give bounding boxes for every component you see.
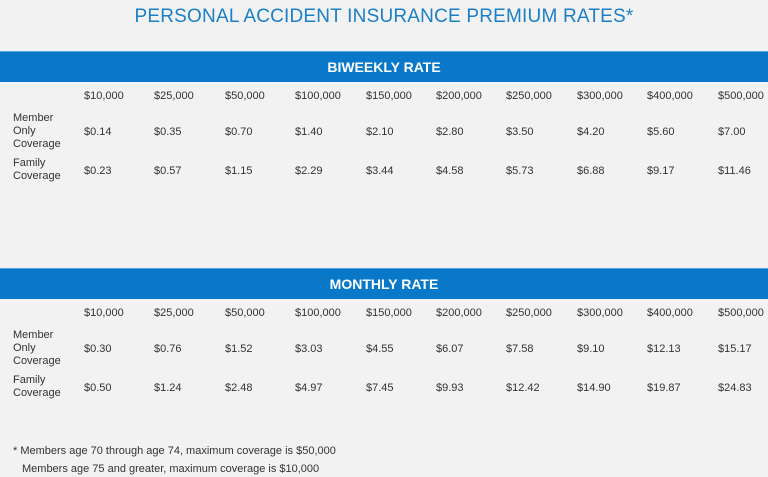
biweekly-rate-table: $10,000 $25,000 $50,000 $100,000 $150,000 $20…	[0, 88, 768, 191]
coverage-amount-cell: $100,000	[295, 307, 341, 319]
family-coverage-label: Family Coverage	[13, 374, 61, 399]
family-rate-cell: $2.48	[225, 382, 253, 394]
member-only-label: Member Only Coverage	[13, 112, 61, 150]
family-rate-cell: $0.50	[84, 382, 112, 394]
family-rate-cell: $6.88	[577, 165, 605, 177]
member-rate-cell: $3.03	[295, 343, 323, 355]
family-rate-cell: $7.45	[366, 382, 394, 394]
coverage-amount-header-row: $10,000 $25,000 $50,000 $100,000 $150,000 $20…	[0, 305, 768, 325]
family-rate-cell: $3.44	[366, 165, 394, 177]
family-rate-cell: $2.29	[295, 165, 323, 177]
family-rate-cell: $4.97	[295, 382, 323, 394]
member-only-row: Member Only Coverage $0.14 $0.35 $0.70 $1.4…	[0, 112, 768, 154]
coverage-amount-cell: $500,000	[718, 90, 764, 102]
member-rate-cell: $0.70	[225, 126, 253, 138]
family-coverage-row: Family Coverage $0.23 $0.57 $1.15 $2.29 $3.4…	[0, 157, 768, 191]
member-rate-cell: $7.58	[506, 343, 534, 355]
member-rate-cell: $0.76	[154, 343, 182, 355]
family-rate-cell: $0.57	[154, 165, 182, 177]
coverage-amount-cell: $150,000	[366, 90, 412, 102]
member-rate-cell: $2.80	[436, 126, 464, 138]
biweekly-rate-heading: BIWEEKLY RATE	[0, 51, 768, 82]
page-title: PERSONAL ACCIDENT INSURANCE PREMIUM RATE…	[134, 6, 634, 27]
family-coverage-label: Family Coverage	[13, 157, 61, 182]
member-rate-cell: $0.14	[84, 126, 112, 138]
family-rate-cell: $9.93	[436, 382, 464, 394]
coverage-amount-header-row: $10,000 $25,000 $50,000 $100,000 $150,000 $20…	[0, 88, 768, 108]
coverage-amount-cell: $250,000	[506, 90, 552, 102]
coverage-amount-cell: $10,000	[84, 307, 124, 319]
monthly-rate-heading: MONTHLY RATE	[0, 268, 768, 299]
member-rate-cell: $9.10	[577, 343, 605, 355]
coverage-amount-cell: $25,000	[154, 90, 194, 102]
coverage-amount-cell: $150,000	[366, 307, 412, 319]
member-rate-cell: $12.13	[647, 343, 681, 355]
family-rate-cell: $24.83	[718, 382, 752, 394]
family-rate-cell: $5.73	[506, 165, 534, 177]
member-only-row: Member Only Coverage $0.30 $0.76 $1.52 $3.0…	[0, 329, 768, 371]
footnote-age-70-74: * Members age 70 through age 74, maximum…	[13, 445, 336, 457]
coverage-amount-cell: $100,000	[295, 90, 341, 102]
member-rate-cell: $2.10	[366, 126, 394, 138]
coverage-amount-cell: $50,000	[225, 90, 265, 102]
coverage-amount-cell: $400,000	[647, 90, 693, 102]
member-rate-cell: $15.17	[718, 343, 752, 355]
family-rate-cell: $14.90	[577, 382, 611, 394]
coverage-amount-cell: $250,000	[506, 307, 552, 319]
family-rate-cell: $11.46	[718, 165, 751, 177]
member-rate-cell: $5.60	[647, 126, 675, 138]
coverage-amount-cell: $50,000	[225, 307, 265, 319]
family-rate-cell: $12.42	[506, 382, 540, 394]
footnote-age-75-plus: Members age 75 and greater, maximum cove…	[22, 463, 320, 475]
coverage-amount-cell: $200,000	[436, 307, 482, 319]
member-rate-cell: $3.50	[506, 126, 534, 138]
member-rate-cell: $4.55	[366, 343, 394, 355]
coverage-amount-cell: $25,000	[154, 307, 194, 319]
member-rate-cell: $4.20	[577, 126, 605, 138]
family-rate-cell: $1.24	[154, 382, 182, 394]
coverage-amount-cell: $400,000	[647, 307, 693, 319]
coverage-amount-cell: $300,000	[577, 90, 623, 102]
coverage-amount-cell: $10,000	[84, 90, 124, 102]
member-rate-cell: $0.30	[84, 343, 112, 355]
member-rate-cell: $1.40	[295, 126, 323, 138]
family-rate-cell: $9.17	[647, 165, 675, 177]
coverage-amount-cell: $500,000	[718, 307, 764, 319]
member-rate-cell: $1.52	[225, 343, 253, 355]
family-rate-cell: $4.58	[436, 165, 464, 177]
family-coverage-row: Family Coverage $0.50 $1.24 $2.48 $4.97 $7.4…	[0, 374, 768, 408]
member-rate-cell: $0.35	[154, 126, 182, 138]
coverage-amount-cell: $200,000	[436, 90, 482, 102]
family-rate-cell: $19.87	[647, 382, 681, 394]
coverage-amount-cell: $300,000	[577, 307, 623, 319]
member-rate-cell: $6.07	[436, 343, 464, 355]
family-rate-cell: $0.23	[84, 165, 112, 177]
monthly-rate-table: $10,000 $25,000 $50,000 $100,000 $150,000 $20…	[0, 305, 768, 408]
member-rate-cell: $7.00	[718, 126, 746, 138]
member-only-label: Member Only Coverage	[13, 329, 61, 367]
family-rate-cell: $1.15	[225, 165, 253, 177]
